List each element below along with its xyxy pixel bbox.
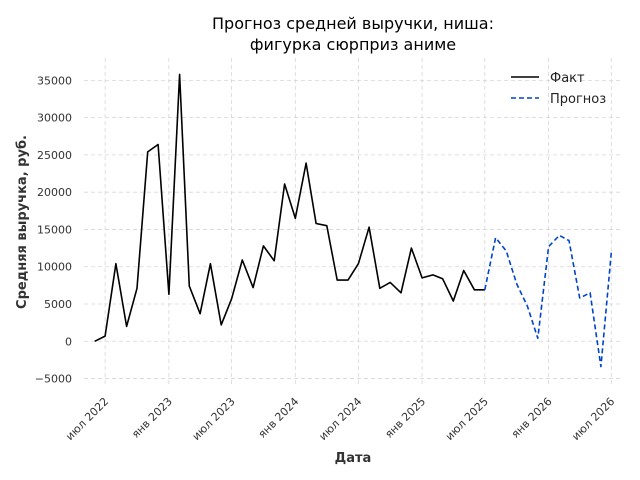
x-axis-ticks: июл 2022 янв 2023 июл 2023 янв 2024 июл 2024… bbox=[63, 395, 617, 443]
series-line-forecast bbox=[484, 234, 613, 368]
y-tick-label: 35000 bbox=[37, 74, 72, 87]
x-tick-label: янв 2026 bbox=[509, 395, 555, 441]
x-tick-label: июл 2022 bbox=[63, 395, 111, 443]
legend-label-fact: Факт bbox=[550, 71, 585, 86]
x-axis-title: Дата bbox=[335, 451, 372, 466]
grid-lines bbox=[84, 58, 622, 386]
x-tick-label: июл 2024 bbox=[316, 395, 364, 443]
y-tick-label: 20000 bbox=[37, 186, 72, 199]
y-axis-ticks: −5000 0 5000 10000 15000 20000 25000 30000 35000 bbox=[35, 74, 72, 385]
chart-title-line-2: фигурка сюрприз аниме bbox=[250, 35, 456, 54]
y-tick-label: 25000 bbox=[37, 149, 72, 162]
x-tick-label: янв 2024 bbox=[256, 395, 302, 441]
y-tick-label: 10000 bbox=[37, 261, 72, 274]
legend-label-forecast: Прогноз bbox=[550, 92, 606, 107]
x-tick-label: янв 2023 bbox=[129, 395, 175, 441]
series-layer bbox=[94, 73, 613, 368]
x-tick-label: июл 2026 bbox=[569, 395, 617, 443]
legend: Факт Прогноз bbox=[511, 71, 606, 107]
y-tick-label: 15000 bbox=[37, 223, 72, 236]
x-tick-label: июл 2023 bbox=[190, 395, 238, 443]
y-tick-label: 5000 bbox=[44, 298, 72, 311]
x-tick-label: июл 2025 bbox=[443, 395, 491, 443]
y-tick-label: −5000 bbox=[35, 373, 72, 386]
series-line-fact bbox=[94, 73, 485, 343]
chart-title-line-1: Прогноз средней выручки, ниша: bbox=[212, 14, 494, 33]
y-axis-title: Средняя выручка, руб. bbox=[15, 135, 30, 309]
y-tick-label: 30000 bbox=[37, 112, 72, 125]
x-tick-label: янв 2025 bbox=[382, 395, 428, 441]
y-tick-label: 0 bbox=[65, 335, 72, 348]
